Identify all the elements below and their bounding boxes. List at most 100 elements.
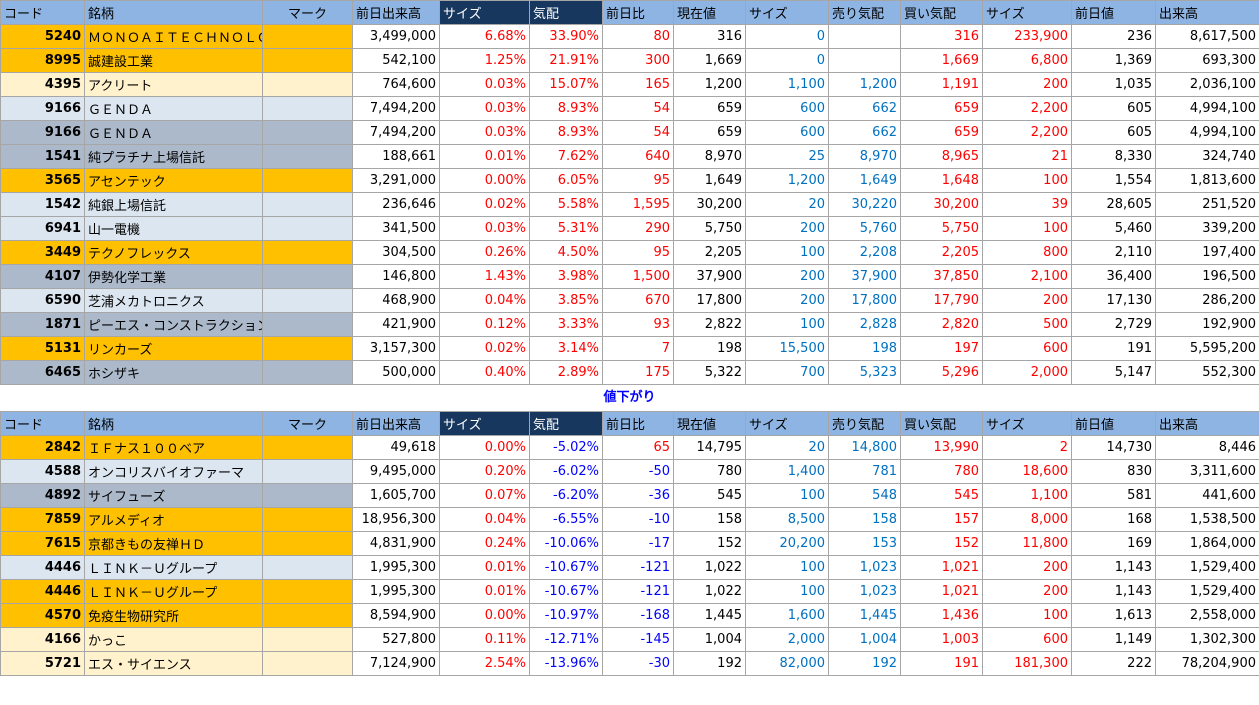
code-cell[interactable]: 4107 <box>0 264 85 289</box>
code-cell[interactable]: 7615 <box>0 531 85 556</box>
table-row[interactable]: 4588 オンコリスバイオファーマ 9,495,000 0.20% -6.02% -50 7… <box>0 459 1259 484</box>
quote-header[interactable]: 気配 <box>529 411 603 436</box>
table-row[interactable]: 4570 免疫生物研究所 8,594,900 0.00% -10.97% -168 1,44… <box>0 603 1259 628</box>
ask-header[interactable]: 売り気配 <box>828 411 901 436</box>
table-row[interactable]: 1542 純銀上場信託 236,646 0.02% 5.58% 1,595 30,200 20… <box>0 192 1259 217</box>
ask-size-header[interactable]: サイズ <box>745 0 829 25</box>
bid-header[interactable]: 買い気配 <box>900 411 983 436</box>
name-cell[interactable]: ＬＩＮＫ－Ｕグループ <box>84 579 263 604</box>
name-cell[interactable]: テクノフレックス <box>84 240 263 265</box>
size-header[interactable]: サイズ <box>439 0 530 25</box>
name-header[interactable]: 銘柄 <box>84 0 263 25</box>
code-cell[interactable]: 4570 <box>0 603 85 628</box>
table-row[interactable]: 6941 山一電機 341,500 0.03% 5.31% 290 5,750 200 5,76… <box>0 216 1259 241</box>
code-cell[interactable]: 6465 <box>0 360 85 385</box>
code-cell[interactable]: 3449 <box>0 240 85 265</box>
table-row[interactable]: 4892 サイフューズ 1,605,700 0.07% -6.20% -36 545 100 5… <box>0 483 1259 508</box>
table-row[interactable]: 6465 ホシザキ 500,000 0.40% 2.89% 175 5,322 700 5,32… <box>0 360 1259 385</box>
code-cell[interactable]: 4446 <box>0 579 85 604</box>
price-header[interactable]: 現在値 <box>673 411 746 436</box>
table-row[interactable]: 5131 リンカーズ 3,157,300 0.02% 3.14% 7 198 15,500 19… <box>0 336 1259 361</box>
code-header[interactable]: コード <box>0 411 85 436</box>
table-row[interactable]: 4446 ＬＩＮＫ－Ｕグループ 1,995,300 0.01% -10.67% -121 1… <box>0 579 1259 604</box>
prev-volume-header[interactable]: 前日出来高 <box>352 411 440 436</box>
name-cell[interactable]: 純プラチナ上場信託 <box>84 144 263 169</box>
table-row[interactable]: 9166 ＧＥＮＤＡ 7,494,200 0.03% 8.93% 54 659 600 662 6… <box>0 120 1259 145</box>
code-cell[interactable]: 1541 <box>0 144 85 169</box>
code-cell[interactable]: 5721 <box>0 651 85 676</box>
code-cell[interactable]: 6590 <box>0 288 85 313</box>
code-cell[interactable]: 6941 <box>0 216 85 241</box>
code-cell[interactable]: 4446 <box>0 555 85 580</box>
name-cell[interactable]: ＬＩＮＫ－Ｕグループ <box>84 555 263 580</box>
code-header[interactable]: コード <box>0 0 85 25</box>
bid-size-header[interactable]: サイズ <box>982 411 1072 436</box>
quote-header[interactable]: 気配 <box>529 0 603 25</box>
volume-header[interactable]: 出来高 <box>1155 0 1259 25</box>
code-cell[interactable]: 4166 <box>0 627 85 652</box>
table-row[interactable]: 1541 純プラチナ上場信託 188,661 0.01% 7.62% 640 8,970 25… <box>0 144 1259 169</box>
bid-header[interactable]: 買い気配 <box>900 0 983 25</box>
table-row[interactable]: 7859 アルメディオ 18,956,300 0.04% -6.55% -10 158 8,5… <box>0 507 1259 532</box>
table-row[interactable]: 4166 かっこ 527,800 0.11% -12.71% -145 1,004 2,000… <box>0 627 1259 652</box>
code-cell[interactable]: 9166 <box>0 120 85 145</box>
name-cell[interactable]: 純銀上場信託 <box>84 192 263 217</box>
table-row[interactable]: 3449 テクノフレックス 304,500 0.26% 4.50% 95 2,205 100 2… <box>0 240 1259 265</box>
name-cell[interactable]: 誠建設工業 <box>84 48 263 73</box>
name-cell[interactable]: かっこ <box>84 627 263 652</box>
table-row[interactable]: 4446 ＬＩＮＫ－Ｕグループ 1,995,300 0.01% -10.67% -121 1… <box>0 555 1259 580</box>
prev-volume-header[interactable]: 前日出来高 <box>352 0 440 25</box>
code-cell[interactable]: 5240 <box>0 24 85 49</box>
mark-header[interactable]: マーク <box>262 411 353 436</box>
table-row[interactable]: 5721 エス・サイエンス 7,124,900 2.54% -13.96% -30 192 8… <box>0 651 1259 676</box>
mark-header[interactable]: マーク <box>262 0 353 25</box>
name-cell[interactable]: ＩＦナス１００ベア <box>84 435 263 460</box>
code-cell[interactable]: 2842 <box>0 435 85 460</box>
name-cell[interactable]: 山一電機 <box>84 216 263 241</box>
table-row[interactable]: 6590 芝浦メカトロニクス 468,900 0.04% 3.85% 670 17,800 2… <box>0 288 1259 313</box>
name-cell[interactable]: アセンテック <box>84 168 263 193</box>
name-cell[interactable]: アクリート <box>84 72 263 97</box>
ask-header[interactable]: 売り気配 <box>828 0 901 25</box>
table-row[interactable]: 2842 ＩＦナス１００ベア 49,618 0.00% -5.02% 65 14,795 20… <box>0 435 1259 460</box>
name-cell[interactable]: ピーエス・コンストラクション <box>84 312 263 337</box>
change-header[interactable]: 前日比 <box>602 411 674 436</box>
table-row[interactable]: 4107 伊勢化学工業 146,800 1.43% 3.98% 1,500 37,900 20… <box>0 264 1259 289</box>
bid-size-header[interactable]: サイズ <box>982 0 1072 25</box>
code-cell[interactable]: 4395 <box>0 72 85 97</box>
name-cell[interactable]: リンカーズ <box>84 336 263 361</box>
name-cell[interactable]: 伊勢化学工業 <box>84 264 263 289</box>
table-row[interactable]: 9166 ＧＥＮＤＡ 7,494,200 0.03% 8.93% 54 659 600 662 6… <box>0 96 1259 121</box>
code-cell[interactable]: 3565 <box>0 168 85 193</box>
change-header[interactable]: 前日比 <box>602 0 674 25</box>
price-header[interactable]: 現在値 <box>673 0 746 25</box>
table-row[interactable]: 5240ＭＯＮＯＡＩＴＥＣＨＮＯＬＯＧ3,499,0006.68%33.90%8… <box>0 24 1259 49</box>
code-cell[interactable]: 1542 <box>0 192 85 217</box>
volume-header[interactable]: 出来高 <box>1155 411 1259 436</box>
code-cell[interactable]: 1871 <box>0 312 85 337</box>
table-row[interactable]: 4395 アクリート 764,600 0.03% 15.07% 165 1,200 1,100… <box>0 72 1259 97</box>
table-row[interactable]: 1871 ピーエス・コンストラクション 421,900 0.12% 3.33% 93 2,8… <box>0 312 1259 337</box>
name-cell[interactable]: ホシザキ <box>84 360 263 385</box>
table-row[interactable]: 8995 誠建設工業 542,100 1.25% 21.91% 300 1,669 0 1,66… <box>0 48 1259 73</box>
name-cell[interactable]: 芝浦メカトロニクス <box>84 288 263 313</box>
name-cell[interactable]: サイフューズ <box>84 483 263 508</box>
ask-size-header[interactable]: サイズ <box>745 411 829 436</box>
table-row[interactable]: 3565 アセンテック 3,291,000 0.00% 6.05% 95 1,649 1,20… <box>0 168 1259 193</box>
prev-price-header[interactable]: 前日値 <box>1071 411 1156 436</box>
code-cell[interactable]: 4588 <box>0 459 85 484</box>
code-cell[interactable]: 4892 <box>0 483 85 508</box>
table-row[interactable]: 7615 京都きもの友禅ＨＤ 4,831,900 0.24% -10.06% -17 152… <box>0 531 1259 556</box>
name-cell[interactable]: アルメディオ <box>84 507 263 532</box>
code-cell[interactable]: 8995 <box>0 48 85 73</box>
code-cell[interactable]: 7859 <box>0 507 85 532</box>
name-cell[interactable]: エス・サイエンス <box>84 651 263 676</box>
name-cell[interactable]: ＧＥＮＤＡ <box>84 120 263 145</box>
name-header[interactable]: 銘柄 <box>84 411 263 436</box>
name-cell[interactable]: 免疫生物研究所 <box>84 603 263 628</box>
name-cell[interactable]: オンコリスバイオファーマ <box>84 459 263 484</box>
name-cell[interactable]: 京都きもの友禅ＨＤ <box>84 531 263 556</box>
code-cell[interactable]: 5131 <box>0 336 85 361</box>
size-header[interactable]: サイズ <box>439 411 530 436</box>
name-cell[interactable]: ＭＯＮＯＡＩＴＥＣＨＮＯＬＯＧ <box>84 24 263 49</box>
